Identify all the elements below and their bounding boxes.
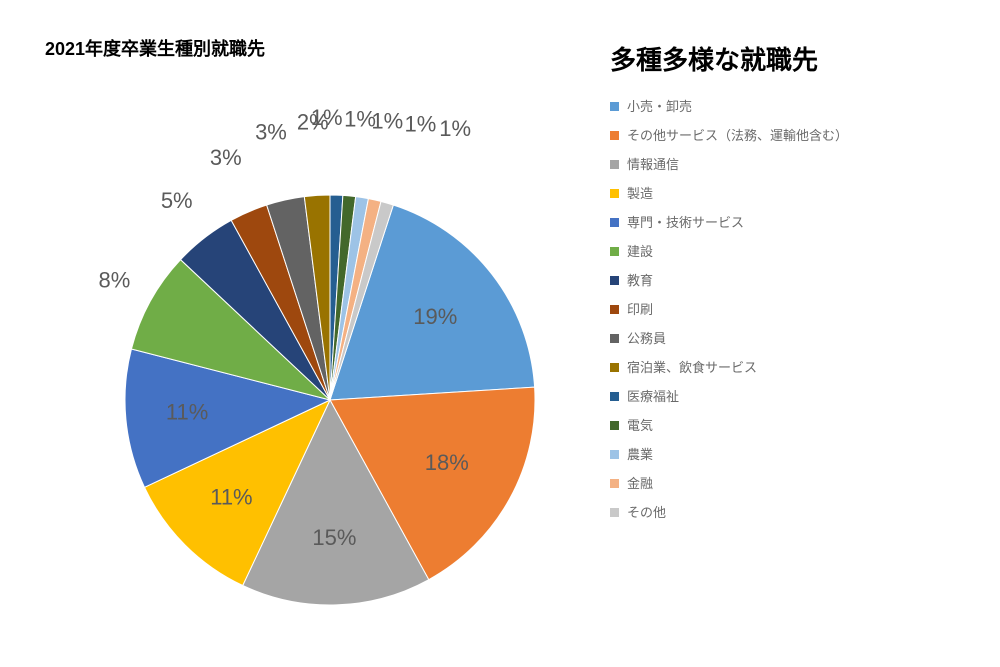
- right-title: 多種多様な就職先: [610, 40, 818, 77]
- legend-label: 金融: [627, 477, 653, 490]
- pie-slice-label: 11%: [166, 399, 208, 424]
- legend-label: 公務員: [627, 332, 666, 345]
- legend-swatch: [610, 508, 619, 517]
- legend-label: 宿泊業、飲食サービス: [627, 361, 757, 374]
- legend-swatch: [610, 479, 619, 488]
- legend-label: 建設: [627, 245, 653, 258]
- legend-item: 医療福祉: [610, 390, 848, 403]
- legend-item: 電気: [610, 419, 848, 432]
- legend-item: 製造: [610, 187, 848, 200]
- legend-label: 情報通信: [627, 158, 679, 171]
- legend-item: 建設: [610, 245, 848, 258]
- pie-slice-label: 1%: [311, 105, 343, 130]
- legend-swatch: [610, 450, 619, 459]
- pie-slice-label: 1%: [404, 112, 436, 137]
- pie-slice-label: 18%: [425, 450, 469, 475]
- legend-item: 専門・技術サービス: [610, 216, 848, 229]
- legend-swatch: [610, 102, 619, 111]
- legend-swatch: [610, 363, 619, 372]
- legend-label: その他: [627, 506, 666, 519]
- pie-chart: 19%18%15%11%11%8%5%3%3%2%1%1%1%1%1%: [50, 70, 610, 650]
- legend-swatch: [610, 276, 619, 285]
- legend-label: 印刷: [627, 303, 653, 316]
- legend-label: 専門・技術サービス: [627, 216, 744, 229]
- legend-item: その他: [610, 506, 848, 519]
- legend-item: 宿泊業、飲食サービス: [610, 361, 848, 374]
- legend-label: その他サービス（法務、運輸他含む）: [627, 129, 848, 142]
- legend-swatch: [610, 131, 619, 140]
- legend-item: 印刷: [610, 303, 848, 316]
- legend-item: 情報通信: [610, 158, 848, 171]
- pie-slice-label: 1%: [439, 116, 471, 141]
- legend-item: 金融: [610, 477, 848, 490]
- pie-slice-label: 15%: [312, 525, 356, 550]
- pie-slice-label: 8%: [99, 267, 131, 292]
- legend-swatch: [610, 247, 619, 256]
- legend-label: 電気: [627, 419, 653, 432]
- legend-swatch: [610, 421, 619, 430]
- legend-label: 教育: [627, 274, 653, 287]
- legend-item: 公務員: [610, 332, 848, 345]
- chart-title: 2021年度卒業生種別就職先: [45, 35, 265, 61]
- legend-swatch: [610, 334, 619, 343]
- legend-item: 農業: [610, 448, 848, 461]
- pie-slice-label: 19%: [413, 304, 457, 329]
- legend-swatch: [610, 305, 619, 314]
- legend-label: 製造: [627, 187, 653, 200]
- legend-item: その他サービス（法務、運輸他含む）: [610, 129, 848, 142]
- legend-item: 小売・卸売: [610, 100, 848, 113]
- pie-slice-label: 5%: [161, 188, 193, 213]
- legend-swatch: [610, 218, 619, 227]
- legend-label: 農業: [627, 448, 653, 461]
- pie-slice-label: 1%: [371, 108, 403, 133]
- legend-label: 小売・卸売: [627, 100, 692, 113]
- legend-item: 教育: [610, 274, 848, 287]
- legend: 小売・卸売その他サービス（法務、運輸他含む） 情報通信製造専門・技術サービス建設教…: [610, 100, 848, 519]
- legend-label: 医療福祉: [627, 390, 679, 403]
- page: 2021年度卒業生種別就職先 多種多様な就職先 小売・卸売その他サービス（法務、…: [0, 0, 1000, 667]
- pie-slice-label: 3%: [255, 120, 287, 145]
- pie-slice-label: 3%: [210, 145, 242, 170]
- pie-slice-label: 11%: [210, 484, 252, 509]
- legend-swatch: [610, 160, 619, 169]
- legend-swatch: [610, 189, 619, 198]
- legend-swatch: [610, 392, 619, 401]
